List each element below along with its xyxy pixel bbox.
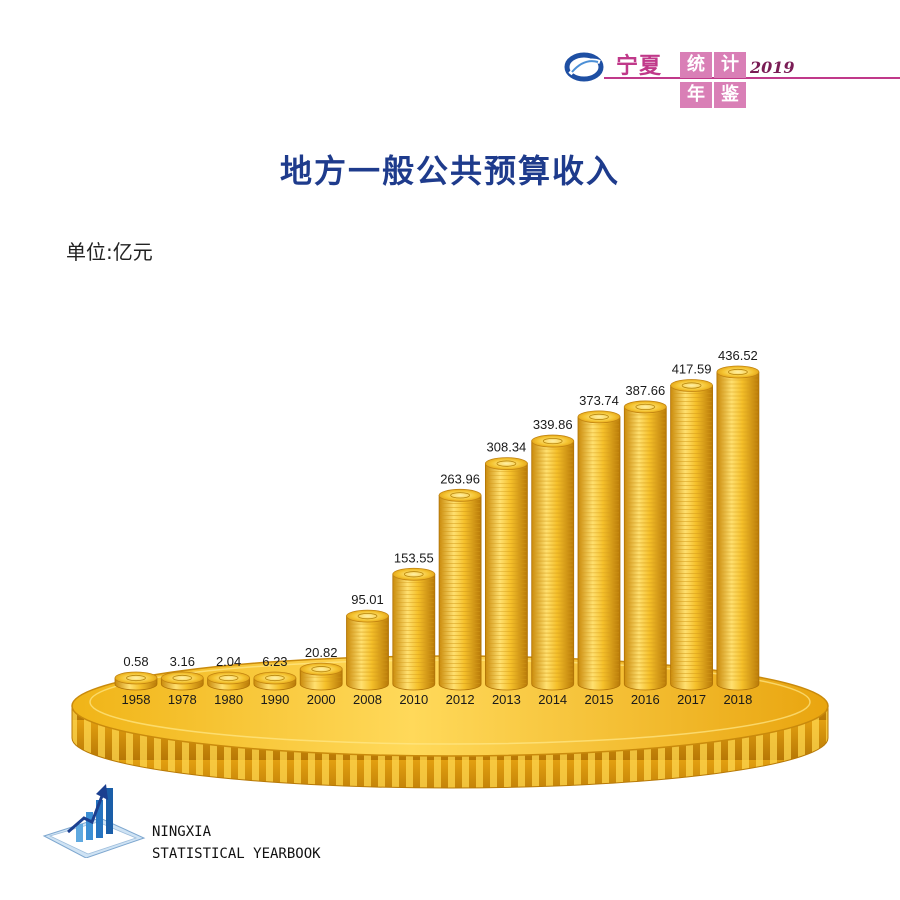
coin-stack-bar [253, 671, 297, 691]
brand-char-box: 鉴 [714, 82, 746, 108]
category-label: 1980 [214, 692, 243, 707]
coin-stack-bar [346, 609, 389, 691]
value-label: 387.66 [625, 383, 665, 398]
brand-char-box: 计 [714, 52, 746, 78]
coin-stack-bar [392, 567, 436, 691]
brand-year: 2019 [750, 58, 795, 77]
coin-stacks: 0.58 1958 3.16 1978 2.04 1980 6.23 1990 20.82 200… [114, 348, 760, 707]
brand-divider-line [604, 77, 900, 79]
value-label: 95.01 [351, 592, 384, 607]
coin-stack-bar [484, 457, 528, 691]
value-label: 417.59 [672, 362, 712, 377]
footer-line-ningxia: NINGXIA [152, 824, 212, 840]
yearbook-logo-icon [564, 52, 604, 82]
value-label: 2.04 [216, 654, 241, 669]
category-label: 2008 [353, 692, 382, 707]
coin-stack-bar [114, 671, 158, 691]
value-label: 6.23 [262, 654, 287, 669]
value-label: 339.86 [533, 417, 573, 432]
coin-stack-bar [207, 671, 251, 691]
coin-stack-bar [716, 365, 760, 691]
rising-chart-logo-icon [42, 784, 146, 858]
value-label: 153.55 [394, 550, 434, 565]
category-label: 2015 [585, 692, 614, 707]
coin-stack-bar [670, 379, 713, 691]
chart-title: 地方一般公共预算收入 [279, 152, 620, 190]
yearbook-brand: 宁夏 统 计 年 鉴 2019 [564, 46, 900, 116]
brand-name: 宁夏 [616, 53, 663, 79]
category-label: 2012 [446, 692, 475, 707]
category-label: 2000 [307, 692, 336, 707]
category-label: 1958 [122, 692, 151, 707]
value-label: 0.58 [123, 654, 148, 669]
coin-stack-bar [438, 488, 482, 691]
category-label: 2017 [677, 692, 706, 707]
value-label: 263.96 [440, 471, 480, 486]
value-label: 436.52 [718, 348, 758, 363]
yearbook-footer: NINGXIA STATISTICAL YEARBOOK [40, 770, 360, 870]
category-label: 1978 [168, 692, 197, 707]
brand-char-box: 统 [680, 52, 712, 78]
category-label: 2018 [723, 692, 752, 707]
category-label: 2014 [538, 692, 567, 707]
value-label: 373.74 [579, 393, 619, 408]
brand-char-box: 年 [680, 82, 712, 108]
coin-stack-bar [160, 671, 204, 691]
value-label: 20.82 [305, 645, 338, 660]
category-label: 2013 [492, 692, 521, 707]
unit-label: 单位:亿元 [66, 240, 153, 264]
category-label: 2016 [631, 692, 660, 707]
footer-line-statistical-yearbook: STATISTICAL YEARBOOK [152, 846, 321, 862]
value-label: 308.34 [487, 440, 527, 455]
category-label: 1990 [260, 692, 289, 707]
category-label: 2010 [399, 692, 428, 707]
coin-stack-bar [299, 662, 343, 691]
coin-stack-bar [623, 400, 667, 691]
coin-stack-bar [577, 410, 621, 691]
coin-stack-bar [531, 434, 575, 691]
value-label: 3.16 [170, 654, 195, 669]
